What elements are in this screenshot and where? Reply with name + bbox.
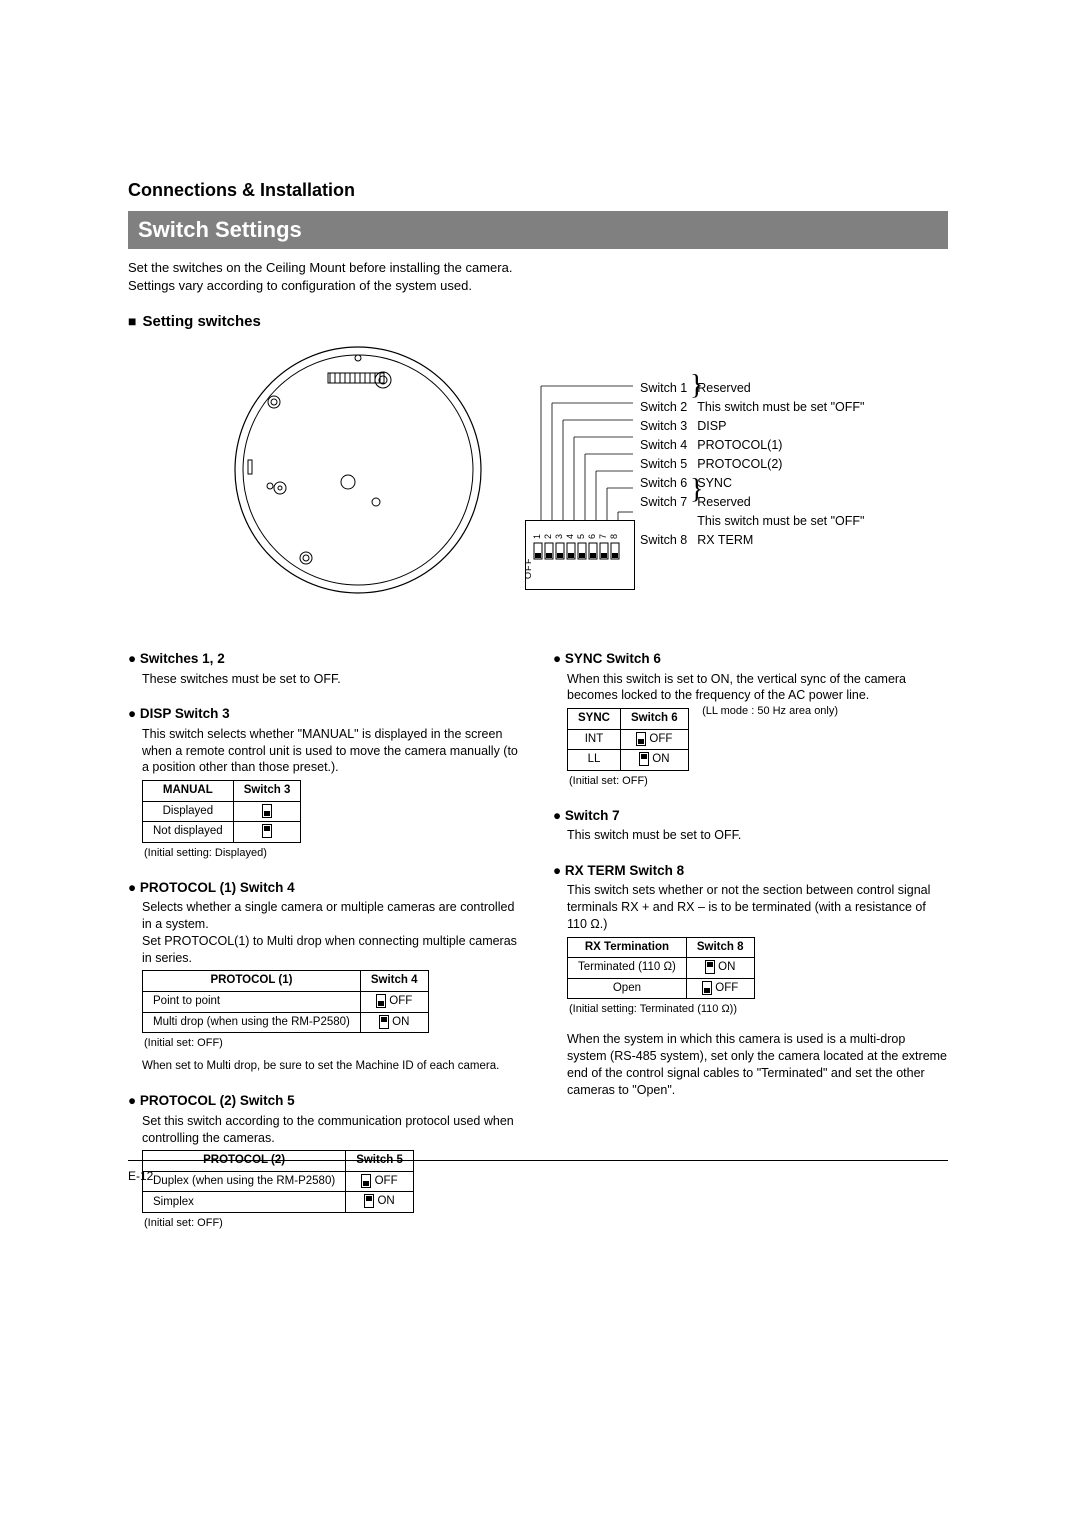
protocol2-header: PROTOCOL (2) Switch 5 xyxy=(128,1092,523,1110)
sw7-header: Switch 7 xyxy=(553,807,948,825)
disp-table: MANUALSwitch 3 Displayed Not displayed xyxy=(142,780,301,843)
sync-header: SYNC Switch 6 xyxy=(553,650,948,668)
page-number: E-12 xyxy=(128,1160,948,1183)
sw12-header: Switches 1, 2 xyxy=(128,650,523,668)
rxterm-header: RX TERM Switch 8 xyxy=(553,862,948,880)
disp-header: DISP Switch 3 xyxy=(128,705,523,723)
rx-table: RX TerminationSwitch 8 Terminated (110 Ω… xyxy=(567,937,755,1000)
mount-diagram: 1 2 3 4 5 6 7 8 xyxy=(128,340,948,620)
protocol1-table: PROTOCOL (1)Switch 4 Point to point OFF … xyxy=(142,970,429,1033)
section-title: Switch Settings xyxy=(128,211,948,249)
setting-switches-header: Setting switches xyxy=(128,313,948,330)
breadcrumb: Connections & Installation xyxy=(128,180,948,201)
sync-table: SYNCSwitch 6 INT OFF LL ON xyxy=(567,708,689,771)
callout-table: Switch 1Reserved Switch 2This switch mus… xyxy=(638,378,867,551)
protocol1-header: PROTOCOL (1) Switch 4 xyxy=(128,879,523,897)
switch-icon xyxy=(262,804,272,818)
switch-icon xyxy=(262,824,272,838)
intro-text: Set the switches on the Ceiling Mount be… xyxy=(128,259,948,295)
